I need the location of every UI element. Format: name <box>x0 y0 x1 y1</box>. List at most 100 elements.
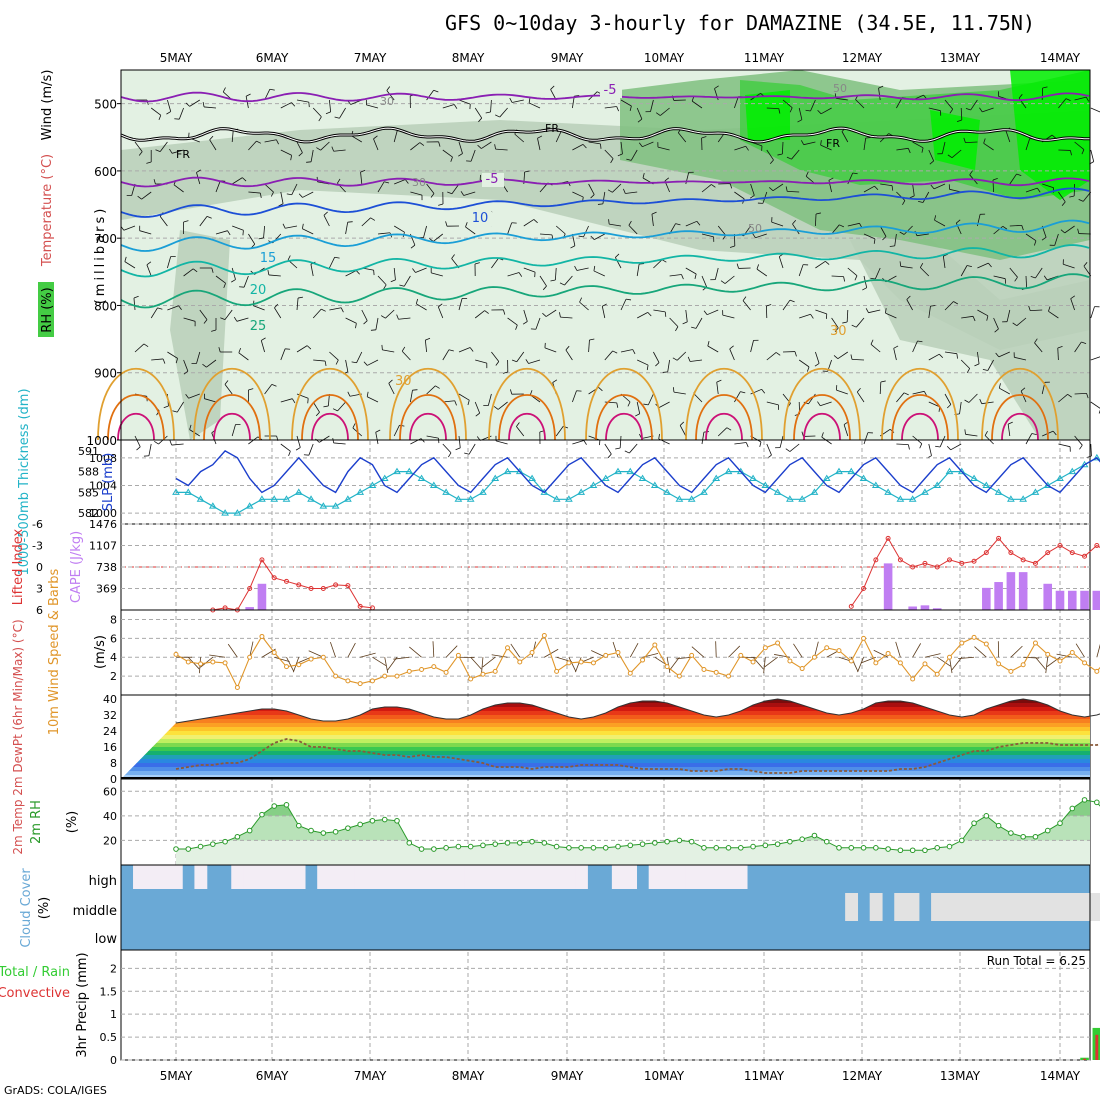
rh-point <box>664 838 670 845</box>
wind-barb <box>236 317 249 322</box>
rh-point <box>823 838 830 845</box>
wind-barb-flag <box>503 309 506 315</box>
lifted-index-point <box>1094 543 1100 548</box>
wind-barb <box>565 349 573 361</box>
wind-barb <box>669 317 679 327</box>
surface-wind-barb <box>209 654 226 658</box>
isotherm-line <box>120 176 1090 188</box>
wind-barb-flag <box>589 338 595 341</box>
rh-point <box>873 845 879 851</box>
wind-barb <box>685 267 697 275</box>
wind-barb-flag <box>242 177 247 182</box>
rh-point <box>234 833 241 840</box>
wind-barb-flag <box>1021 225 1024 231</box>
wind-barb <box>537 138 541 151</box>
slp-axis-label: SLP (mb) <box>101 453 116 512</box>
thickness-point <box>970 474 978 482</box>
surface-wind-barb <box>575 657 582 673</box>
run-total-label: Run Total = 6.25 <box>987 954 1086 968</box>
wind-barb <box>837 351 849 360</box>
pressure-tick-label: 500 <box>94 98 117 112</box>
lifted-axis-label: Lifted Index <box>11 528 26 605</box>
wind-barb-flag <box>694 273 697 279</box>
thickness-point <box>208 502 217 509</box>
wind-barb <box>280 443 291 452</box>
wind-speed-point <box>996 661 1002 667</box>
wind-barb-flag <box>590 235 595 240</box>
wind-barb <box>1042 183 1054 189</box>
wind-barb <box>516 351 525 362</box>
wind-barb <box>928 107 941 112</box>
wind-barb-flag <box>820 140 822 146</box>
wind-barb <box>1025 433 1033 445</box>
wind-barb <box>847 222 860 227</box>
cloud-clear-cell <box>648 865 662 889</box>
wind-barb-flag <box>994 328 999 333</box>
wind-barb-flag <box>607 453 612 459</box>
cape-tick-label: 1107 <box>89 540 117 553</box>
temp-band <box>121 743 1090 748</box>
wind-barb-flag <box>323 211 328 216</box>
wind-barb-flag <box>949 108 954 114</box>
wind-barb-flag <box>627 401 631 407</box>
wind-speed-point <box>861 635 867 641</box>
wind-barb <box>367 359 379 366</box>
cloud-clear-cell <box>145 865 159 889</box>
wind-barb-flag <box>238 347 242 353</box>
wind-barb <box>167 256 172 269</box>
pressure-axis-label: (millibars) <box>93 206 108 305</box>
wind-barb-flag <box>801 431 804 437</box>
wind-barb <box>658 401 670 408</box>
wind-barb <box>579 301 589 311</box>
wind-barb-flag <box>682 321 688 325</box>
wind-barb <box>1090 356 1100 361</box>
wind-barb <box>499 107 508 118</box>
wind-barb-flag <box>316 147 321 151</box>
wind-barb <box>426 385 436 395</box>
wind-barb-flag <box>451 254 455 259</box>
wind-barb-flag <box>966 368 971 374</box>
wind-speed-point <box>173 651 179 657</box>
wind-speed-point <box>357 681 363 687</box>
wind-barb <box>855 317 865 328</box>
wind-barb <box>766 149 774 161</box>
wind-barb <box>474 310 485 319</box>
thickness-point <box>184 488 193 495</box>
meteogram-panels: 5MAY 5MAY 6MAY 6MAY 7MAY 7MAY 8MAY 8MAY 9MAY 9MAY… <box>0 51 1100 1083</box>
wind-barb <box>1057 347 1059 361</box>
wind-speed-point <box>959 640 965 646</box>
lifted-index-point <box>996 535 1002 541</box>
wind-barb-flag <box>384 181 390 184</box>
thickness-point <box>822 474 831 482</box>
thickness-point <box>638 474 647 482</box>
wind-barb-flag <box>1061 201 1066 206</box>
wind-barb-flag <box>334 256 340 259</box>
wind-barb-flag <box>153 179 156 185</box>
wind-barb <box>468 443 476 455</box>
wind-barb <box>636 264 640 277</box>
warm-isotherm-arch <box>311 413 349 441</box>
wind-barb-flag <box>124 256 127 262</box>
wind-speed-point <box>554 668 560 674</box>
wind-speed-point <box>1082 660 1088 666</box>
wind-barb <box>243 275 249 288</box>
wind-barb <box>912 183 915 196</box>
lifted-index-point <box>271 575 277 581</box>
surface-wind-barb <box>949 657 953 674</box>
freezing-label: FR <box>826 137 840 150</box>
wind-barb-flag <box>817 401 821 406</box>
wind-barb-flag <box>410 244 416 249</box>
rh-shading-region-1 <box>170 230 230 440</box>
surface-wind-barb <box>347 642 356 658</box>
wind-barb <box>329 307 342 311</box>
thickness-point <box>736 467 745 475</box>
rh-point <box>750 843 756 850</box>
wind-barb <box>410 142 421 151</box>
cloud-clear-cell <box>317 865 331 889</box>
wind-barb-flag <box>873 238 876 244</box>
wind-barb <box>458 99 471 105</box>
isotherm-label-bg <box>258 252 280 266</box>
wind-barb-flag <box>218 347 221 353</box>
wind-barb-flag <box>559 282 565 286</box>
wind-barb-flag <box>321 308 326 312</box>
